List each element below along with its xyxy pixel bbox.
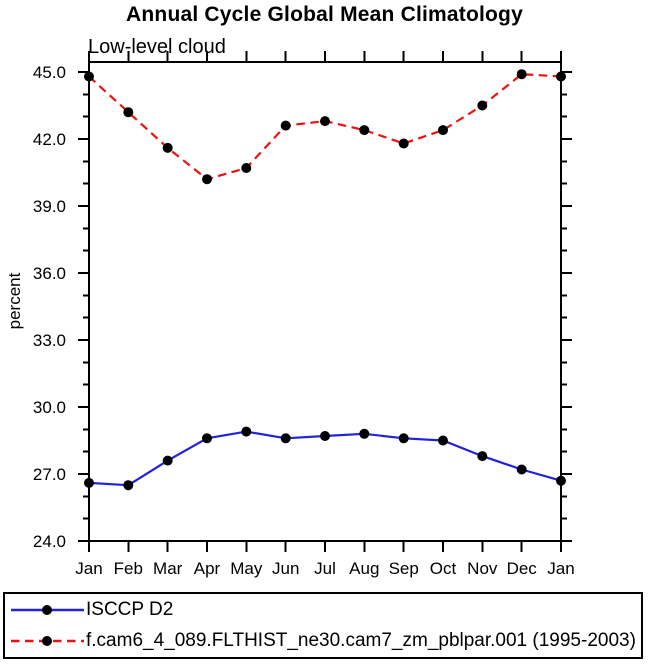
data-point-series-1 [241,163,252,173]
y-tick-label: 45.0 [33,63,66,82]
data-point-series-0 [280,433,291,444]
data-point-series-0 [477,451,488,462]
data-point-series-1 [516,69,527,80]
legend-row-model: f.cam6_4_089.FLTHIST_ne30.cam7_zm_pblpar… [5,627,641,655]
data-point-series-0 [398,433,409,444]
data-point-series-1 [477,100,488,111]
x-tick-label: Sep [389,559,419,578]
data-point-series-1 [438,125,448,136]
data-point-series-1 [84,71,94,82]
x-tick-label: Jul [314,559,336,578]
data-point-series-0 [556,475,566,486]
y-tick-label: 30.0 [33,398,66,417]
x-tick-label: Jan [75,559,102,578]
x-tick-label: Oct [430,559,457,578]
data-point-series-0 [320,431,330,441]
y-tick-label: 39.0 [33,197,66,216]
x-tick-label: Jan [547,559,574,578]
legend-row-isccp: ISCCP D2 [5,596,641,624]
data-point-series-1 [320,116,330,127]
chart-subtitle: Low-level cloud [88,36,226,58]
x-tick-label: Jun [272,559,299,578]
x-tick-label: Aug [349,559,379,578]
data-point-series-0 [359,428,370,439]
data-point-series-1 [398,138,409,149]
legend-line-sample-solid [11,604,84,615]
x-tick-label: May [230,559,263,578]
data-point-series-1 [202,174,212,185]
x-tick-label: Mar [153,559,183,578]
data-point-series-0 [438,435,448,446]
data-point-series-0 [516,464,527,475]
plot-area: 24.0 27.0 30.0 33.0 36.0 39.0 42.0 45.0 Jan Feb Ma… [33,51,575,578]
x-tick-label: Feb [114,559,143,578]
legend-line-sample-dashed [11,636,84,647]
y-tick-label: 24.0 [33,532,66,551]
x-tick-label: Nov [467,559,498,578]
chart-title: Annual Cycle Global Mean Climatology [126,3,523,26]
data-point-series-1 [123,107,134,118]
data-point-series-0 [123,480,134,491]
y-tick-label: 42.0 [33,130,66,149]
data-point-series-0 [162,455,173,466]
plot-frame [88,61,562,542]
x-tick-label: Apr [194,559,221,578]
data-point-series-0 [202,433,212,444]
data-point-series-1 [280,120,291,131]
data-point-series-0 [241,426,252,437]
x-tick-label: Dec [507,559,538,578]
data-point-series-1 [359,125,370,136]
data-point-series-0 [84,477,94,488]
data-point-series-1 [162,142,173,153]
legend-label-model: f.cam6_4_089.FLTHIST_ne30.cam7_zm_pblpar… [86,630,636,652]
y-tick-label: 33.0 [33,331,66,350]
series-line-1 [88,73,562,181]
legend-label-isccp: ISCCP D2 [86,598,174,620]
y-tick-label: 36.0 [33,264,66,283]
data-point-series-1 [556,71,566,82]
legend: ISCCP D2 f.cam6_4_089.FLTHIST_ne30.cam7_… [3,592,643,659]
y-tick-label: 27.0 [33,465,66,484]
